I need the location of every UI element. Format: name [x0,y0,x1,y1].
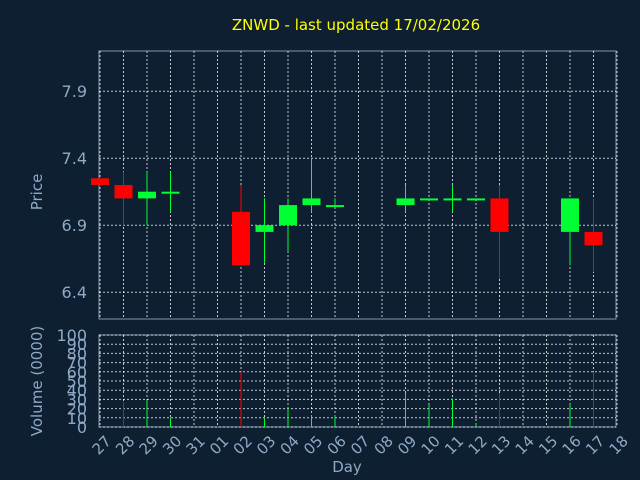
candle-body [326,205,344,208]
x-tick-label: 11 [441,432,467,458]
candles [91,158,603,279]
x-tick-label: 13 [488,432,514,458]
x-tick-label: 06 [324,432,350,458]
x-tick-label: 31 [183,432,209,458]
candle-body [91,178,109,185]
candle [326,198,344,208]
x-tick-label: 29 [136,432,162,458]
candle [161,171,180,212]
candle-body [584,231,603,246]
candle [279,198,297,252]
candle [443,185,462,212]
volume-y-tick-label: 90 [67,335,87,354]
x-tick-label: 14 [512,432,538,458]
candle-body [232,211,250,266]
candle-body [302,198,321,206]
x-tick-label: 03 [253,432,279,458]
candle [561,198,579,266]
candle-body [255,225,274,232]
x-tick-label: 09 [394,432,420,458]
price-grid [99,51,618,319]
candle [232,185,250,266]
volume-grid [99,334,618,428]
x-tick-label: 02 [230,432,256,458]
volume-y-tick-label: 50 [67,372,87,391]
x-tick-label: 08 [371,432,397,458]
price-y-tick-label: 6.9 [62,216,87,235]
candle-body [561,198,579,232]
candle [467,198,485,201]
x-tick-label: 04 [277,432,303,458]
x-tick-label: 30 [159,432,185,458]
candle [420,198,438,201]
x-tick-label: 05 [300,432,326,458]
volume-y-tick-label: 100 [56,326,87,345]
price-axis-label: Price [28,174,46,211]
candle-body [396,198,415,206]
volume-y-tick-label: 80 [67,344,87,363]
x-tick-label: 27 [89,432,115,458]
x-tick-label: 15 [535,432,561,458]
candle-body [279,205,297,226]
x-tick-label: 18 [606,432,632,458]
volume-y-tick-label: 0 [77,418,87,437]
candle-body [467,198,485,201]
x-tick-label: 16 [559,432,585,458]
candle [255,198,274,263]
candle-body [161,191,180,194]
candle-body [420,198,438,201]
candle [396,185,415,212]
candle [138,171,156,226]
chart-title: ZNWD - last updated 17/02/2026 [232,16,480,34]
x-tick-label: 07 [347,432,373,458]
candle [490,185,509,279]
x-tick-label: 28 [112,432,138,458]
candle-body [443,198,462,201]
volume-y-tick-label: 20 [67,400,87,419]
x-tick-label: 17 [582,432,608,458]
price-y-tick-label: 7.4 [62,149,87,168]
volume-y-tick-label: 70 [67,354,87,373]
candle [91,178,109,185]
x-tick-label: 12 [465,432,491,458]
volume-y-tick-label: 40 [67,381,87,400]
candle [302,158,321,212]
volume-y-tick-label: 60 [67,363,87,382]
price-y-tick-label: 7.9 [62,82,87,101]
candle [584,198,603,273]
candle-body [490,198,509,232]
x-tick-label: 01 [206,432,232,458]
volume-y-tick-label: 10 [67,409,87,428]
volume-axis-label: Volume (0000) [28,326,46,436]
candle [114,171,133,226]
price-y-tick-label: 6.4 [62,283,87,302]
x-tick-label: 10 [418,432,444,458]
volume-bars [123,371,594,427]
price-y-ticks: 6.4 6.9 7.4 7.9 [62,82,87,302]
volume-y-tick-label: 30 [67,390,87,409]
candle-body [114,185,133,199]
candle-body [138,191,156,199]
x-axis-label: Day [332,458,362,476]
x-ticks: 2728293031010203040506070809101112131415… [89,432,632,458]
